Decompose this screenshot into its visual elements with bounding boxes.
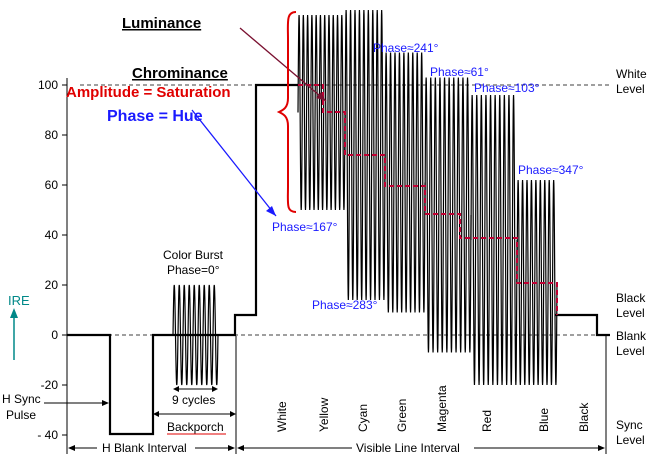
sync-level-label-line2: Level <box>616 433 645 447</box>
y-tick-label-1: 80 <box>45 128 59 142</box>
backporch-arrow-left <box>153 411 159 417</box>
y-tick-label-6: -20 <box>41 378 59 392</box>
signal-trace <box>67 83 298 436</box>
bar-name-red: Red <box>480 410 494 432</box>
black-level-label: Black <box>616 291 646 305</box>
phase-label-cyan: Phase≈283° <box>312 298 378 312</box>
luminance-pointer <box>239 27 327 102</box>
signal-trace-tail <box>555 313 610 337</box>
luminance-pointer-head <box>316 92 326 101</box>
chroma-wave-green <box>384 52 426 313</box>
color-burst-label: Color Burst <box>163 248 224 262</box>
phase-hue-pointer <box>191 109 277 217</box>
ire-label: IRE <box>8 293 30 308</box>
y-tick-label-7: - 40 <box>37 428 58 442</box>
bar-name-magenta: Magenta <box>435 385 449 432</box>
visible-line-interval-arrow-left <box>237 445 244 451</box>
phase-label-magenta: Phase≈61° <box>430 65 489 79</box>
h-blank-interval-label: H Blank Interval <box>102 441 187 455</box>
chroma-wave-magenta <box>424 77 472 353</box>
bar-name-cyan: Cyan <box>356 404 370 432</box>
y-axis-ticks: 100 80 60 40 20 0 -20 - 40 <box>37 78 67 442</box>
chroma-wave-yellow <box>297 14 346 211</box>
nine-cycles-arrow-left <box>173 386 179 392</box>
bar-name-green: Green <box>395 399 409 432</box>
luminance-title: Luminance <box>122 15 201 32</box>
backporch-arrow-right <box>230 411 236 417</box>
y-tick-label-3: 40 <box>45 228 59 242</box>
luminance-step-line <box>298 84 558 315</box>
bar-name-white: White <box>275 401 289 432</box>
chroma-amplitude-brace <box>276 11 297 213</box>
chroma-waves <box>172 9 558 386</box>
phase-hue-label: Phase = Hue <box>107 108 203 125</box>
h-sync-pulse-label-line2: Pulse <box>6 408 36 422</box>
amplitude-saturation-label: Amplitude = Saturation <box>66 84 231 101</box>
bar-name-yellow: Yellow <box>317 397 331 432</box>
phase-label-blue: Phase≈347° <box>518 163 584 177</box>
white-level-label-line2: Level <box>616 82 645 96</box>
bar-name-blue: Blue <box>537 408 551 432</box>
nine-cycles-arrow-right <box>212 386 218 392</box>
y-tick-label-2: 60 <box>45 178 59 192</box>
phase-label-green: Phase≈241° <box>373 41 439 55</box>
y-tick-label-4: 20 <box>45 278 59 292</box>
chrominance-title: Chrominance <box>132 65 228 82</box>
black-level-label-line2: Level <box>616 306 645 320</box>
backporch-label: Backporch <box>167 420 224 434</box>
chroma-wave-red <box>470 94 518 386</box>
color-burst-phase-label: Phase=0° <box>167 263 220 277</box>
h-sync-pulse-label: H Sync <box>2 392 41 406</box>
phase-label-red: Phase≈103° <box>474 81 540 95</box>
white-level-label: White <box>616 67 647 81</box>
sync-level-label: Sync <box>616 418 643 432</box>
phase-label-yellow: Phase≈167° <box>272 220 338 234</box>
bar-names: White Yellow Cyan Green Magenta Red Blue Black <box>275 385 591 432</box>
blank-level-label-line2: Level <box>616 344 645 358</box>
visible-line-interval-label: Visible Line Interval <box>356 441 460 455</box>
h-sync-pulse-arrow-head <box>102 400 109 406</box>
nine-cycles-label: 9 cycles <box>172 393 215 407</box>
h-blank-interval-arrow-left <box>68 445 75 451</box>
y-tick-label-0: 100 <box>38 78 58 92</box>
blank-level-label: Blank <box>616 329 647 343</box>
y-tick-label-5: 0 <box>51 328 58 342</box>
phase-hue-pointer-head <box>266 206 276 216</box>
bar-name-black: Black <box>577 402 591 432</box>
visible-line-interval-arrow-right <box>598 445 605 451</box>
h-blank-interval-arrow-right <box>228 445 235 451</box>
ire-arrow-head <box>10 308 18 318</box>
